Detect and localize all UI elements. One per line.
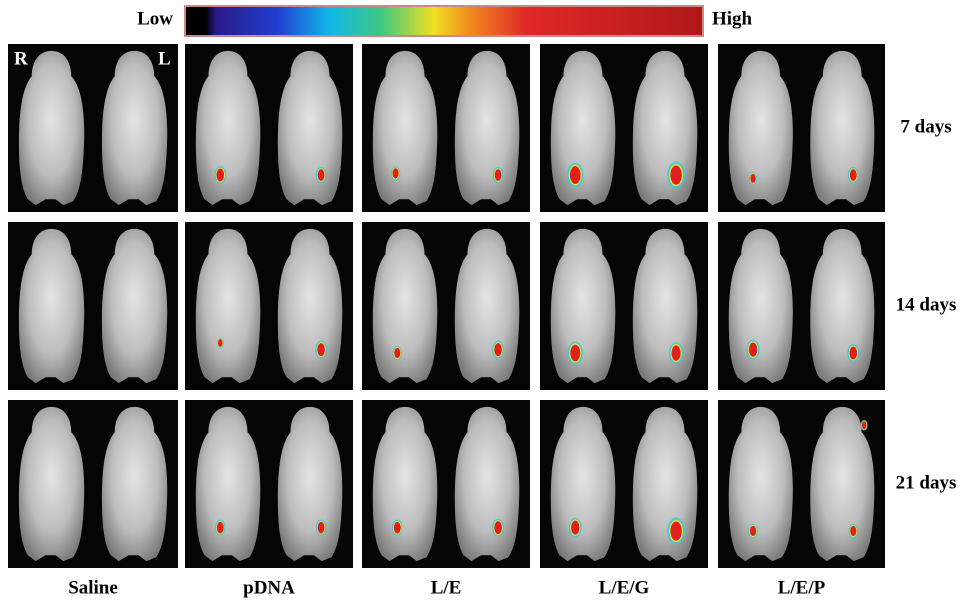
- panel-grid: [8, 44, 885, 568]
- image-panel: [185, 400, 353, 568]
- signal-core: [393, 521, 401, 534]
- image-panel: [362, 400, 530, 568]
- signal-core: [861, 421, 867, 430]
- signal-core: [216, 168, 225, 182]
- signal-core: [392, 168, 399, 179]
- signal-core: [670, 165, 682, 185]
- column-label: L/E/G: [599, 577, 650, 598]
- signal-core: [570, 344, 581, 362]
- image-panel: [8, 400, 178, 568]
- signal-core: [750, 525, 757, 537]
- signal-core: [494, 169, 502, 181]
- image-panel: [718, 400, 885, 568]
- signal-core: [849, 346, 858, 360]
- signal-core: [494, 521, 502, 535]
- image-panel: [8, 44, 178, 212]
- row-label: 7 days: [900, 116, 951, 137]
- image-panel: [718, 44, 885, 212]
- image-panel: [8, 222, 178, 390]
- scale-low-label: Low: [137, 8, 173, 29]
- signal-core: [317, 343, 325, 357]
- color-scale-bar: [184, 5, 704, 37]
- signal-core: [216, 521, 224, 534]
- image-panel: [185, 222, 353, 390]
- signal-core: [671, 345, 681, 361]
- signal-core: [317, 169, 325, 181]
- column-label: L/E: [431, 577, 462, 598]
- side-label-left: L: [158, 48, 171, 69]
- column-label: Saline: [68, 577, 118, 598]
- signal-core: [750, 173, 756, 183]
- image-panel: [362, 44, 530, 212]
- signal-core: [569, 166, 581, 184]
- scale-high-label: High: [712, 8, 753, 29]
- side-label-right: R: [14, 48, 28, 69]
- column-label: L/E/P: [778, 577, 826, 598]
- signal-core: [394, 347, 401, 359]
- image-panel: [362, 222, 530, 390]
- signal-core: [494, 343, 502, 357]
- signal-core: [850, 525, 857, 537]
- signal-core: [670, 521, 682, 541]
- signal-core: [218, 339, 223, 347]
- signal-core: [571, 520, 580, 535]
- row-label: 14 days: [896, 294, 957, 315]
- column-label: pDNA: [243, 577, 295, 598]
- image-panel: [718, 222, 885, 390]
- image-panel: [540, 400, 708, 568]
- row-label: 21 days: [896, 472, 957, 493]
- signal-core: [748, 342, 758, 357]
- signal-core: [317, 521, 325, 534]
- image-panel: [185, 44, 353, 212]
- signal-core: [849, 169, 857, 181]
- image-panel: [540, 44, 708, 212]
- image-panel: [540, 222, 708, 390]
